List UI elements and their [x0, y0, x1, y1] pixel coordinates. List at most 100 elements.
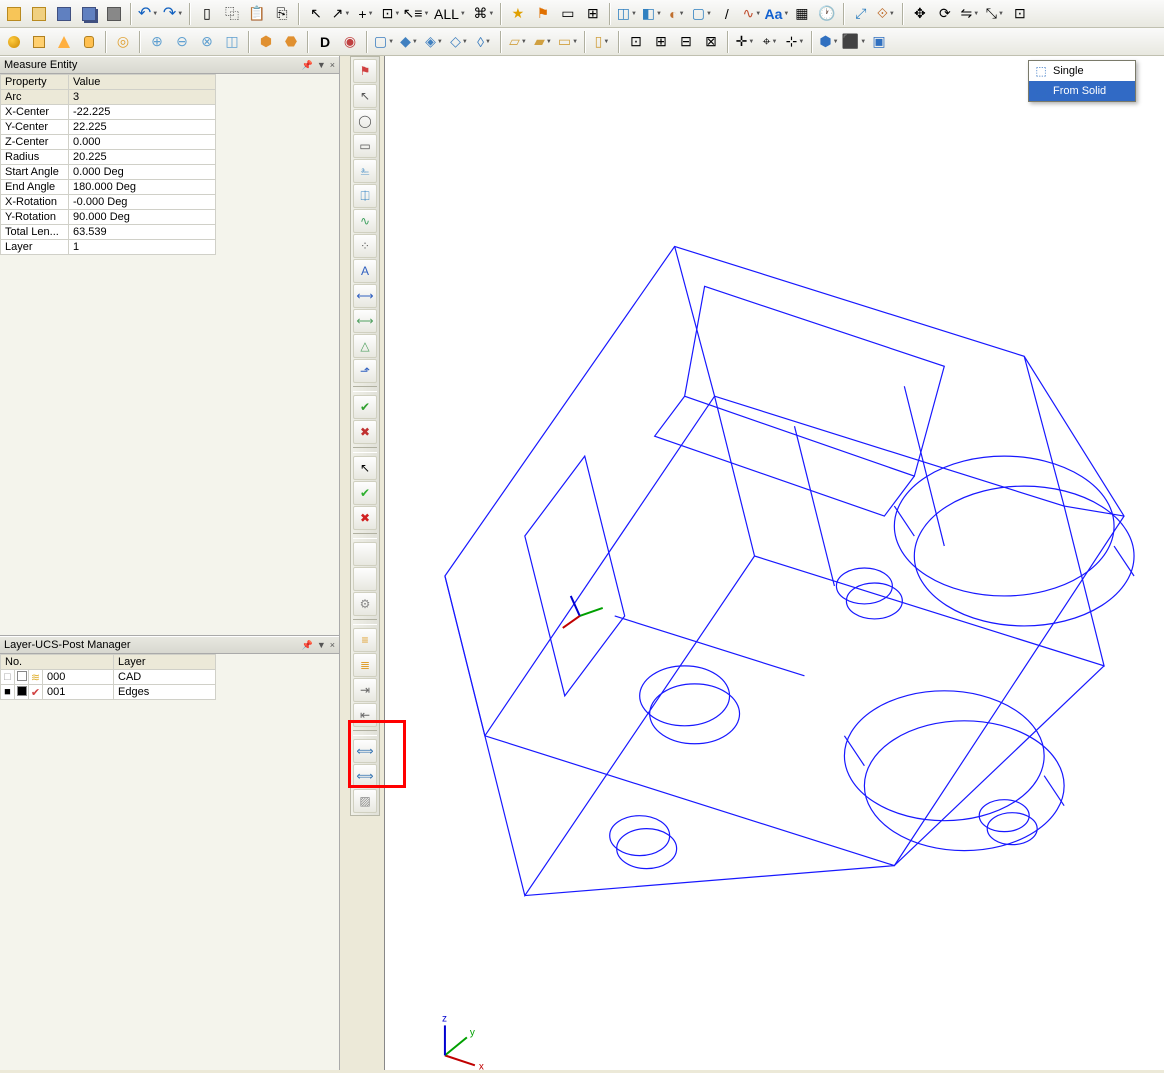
hatch-btn[interactable]: ▨	[353, 789, 377, 813]
flyout-item-from-solid[interactable]: ⬚From Solid	[1029, 81, 1135, 101]
view-cube-btn[interactable]: ⬢▼	[817, 30, 841, 54]
sel-dots-btn[interactable]: ⁘	[353, 234, 377, 258]
apply-green-btn[interactable]: ✔	[353, 395, 377, 419]
ruler1-btn[interactable]: ≡	[353, 628, 377, 652]
close-icon[interactable]: ×	[330, 640, 335, 651]
measure-row[interactable]: Y-Rotation90.000 Deg	[1, 210, 216, 225]
dropdown-icon[interactable]: ▼	[317, 60, 326, 71]
measure-row[interactable]: Start Angle0.000 Deg	[1, 165, 216, 180]
print-btn[interactable]	[102, 2, 126, 26]
time-btn[interactable]: 🕐	[815, 2, 839, 26]
star-btn[interactable]: ★	[506, 2, 530, 26]
measure-row[interactable]: Z-Center0.000	[1, 135, 216, 150]
text-btn[interactable]: Aa▼	[765, 2, 789, 26]
pointer-btn[interactable]: ↖	[353, 456, 377, 480]
layer-color-swatch[interactable]	[15, 670, 29, 685]
srf2-btn[interactable]: ▰▼	[531, 30, 555, 54]
sel-dim4-btn[interactable]: ⬏	[353, 359, 377, 383]
line2-btn[interactable]: /	[715, 2, 739, 26]
measure-row[interactable]: End Angle180.000 Deg	[1, 180, 216, 195]
sel-text-btn[interactable]: A	[353, 259, 377, 283]
measure-row[interactable]: Radius20.225	[1, 150, 216, 165]
sel-tool2-btn[interactable]: ⎅	[353, 184, 377, 208]
prim-cone-btn[interactable]	[52, 30, 76, 54]
undo-btn[interactable]: ↶▼	[136, 2, 160, 26]
dim1-btn[interactable]: ⊡	[624, 30, 648, 54]
ex1-btn[interactable]: ⤢	[849, 2, 873, 26]
close-icon[interactable]: ×	[330, 60, 335, 71]
file-new-btn[interactable]	[2, 2, 26, 26]
note-btn[interactable]: ⌘▼	[472, 2, 496, 26]
cad-viewport[interactable]: x y z	[384, 56, 1164, 1070]
paste-btn[interactable]: 📋	[245, 2, 269, 26]
rotate-btn[interactable]: ⟳	[933, 2, 957, 26]
dropdown-icon[interactable]: ▼	[317, 640, 326, 651]
file-saveall-btn[interactable]	[77, 2, 101, 26]
face5-btn[interactable]: ◊▼	[472, 30, 496, 54]
layer-checkbox[interactable]: □	[1, 670, 15, 685]
move-btn[interactable]: ✥	[908, 2, 932, 26]
blank1-btn[interactable]	[353, 542, 377, 566]
pin-icon[interactable]: 📌	[302, 60, 313, 71]
sel-tool1-btn[interactable]: ⎁	[353, 159, 377, 183]
line-toggle-btn[interactable]: ↖≡▼	[404, 2, 428, 26]
text3d-btn[interactable]: D	[313, 30, 337, 54]
arrow-btn[interactable]: ↗▼	[329, 2, 353, 26]
arrow-in-btn[interactable]: ⇥	[353, 678, 377, 702]
check-big-btn[interactable]: ✔	[353, 481, 377, 505]
dim4-btn[interactable]: ⊠	[699, 30, 723, 54]
layer-row[interactable]: ■✔001Edges	[1, 685, 216, 700]
view-ex-btn[interactable]: ▣	[867, 30, 891, 54]
extents-btn[interactable]: ⊡▼	[379, 2, 403, 26]
scale-btn[interactable]: ⤡▼	[983, 2, 1007, 26]
dim3-btn[interactable]: ⊟	[674, 30, 698, 54]
flag-btn[interactable]: ⚑	[531, 2, 555, 26]
sel-flag-btn[interactable]: ⚑	[353, 59, 377, 83]
sel-wave-btn[interactable]: ∿	[353, 209, 377, 233]
ruler2-btn[interactable]: ≣	[353, 653, 377, 677]
bookmark-btn[interactable]: ▭	[556, 2, 580, 26]
wall-btn[interactable]: ◫▼	[615, 2, 639, 26]
srf1-btn[interactable]: ▱▼	[506, 30, 530, 54]
measure-row[interactable]: Layer1	[1, 240, 216, 255]
ex2-btn[interactable]: ⟐▼	[874, 2, 898, 26]
file-save-btn[interactable]	[52, 2, 76, 26]
sel-arc-btn[interactable]: ◯	[353, 109, 377, 133]
face1-btn[interactable]: ▢▼	[372, 30, 396, 54]
flyout-item-single[interactable]: ⬚Single	[1029, 61, 1135, 81]
sel-dim3-btn[interactable]: △	[353, 334, 377, 358]
face2-btn[interactable]: ◆▼	[397, 30, 421, 54]
sel-dim1-btn[interactable]: ⟷	[353, 284, 377, 308]
view-solid-btn[interactable]: ⬛▼	[842, 30, 866, 54]
cross3-btn[interactable]: ⊹▼	[783, 30, 807, 54]
srf4-btn[interactable]: ▯▼	[590, 30, 614, 54]
arrow-out-btn[interactable]: ⇤	[353, 703, 377, 727]
redo-btn[interactable]: ↷▼	[161, 2, 185, 26]
zoom-btn[interactable]: +▼	[354, 2, 378, 26]
prim-cyl-btn[interactable]	[77, 30, 101, 54]
solid-hist-btn[interactable]: ⬢	[254, 30, 278, 54]
mirror-btn[interactable]: ⇋▼	[958, 2, 982, 26]
ex3-btn[interactable]: ⊡	[1008, 2, 1032, 26]
cross2-btn[interactable]: ⌖▼	[758, 30, 782, 54]
layer-row[interactable]: □≋000CAD	[1, 670, 216, 685]
pin-icon[interactable]: 📌	[302, 640, 313, 651]
props-btn[interactable]: ⊞	[581, 2, 605, 26]
prim-sphere-btn[interactable]	[2, 30, 26, 54]
blank2-btn[interactable]	[353, 567, 377, 591]
bool-union-btn[interactable]: ⊕	[145, 30, 169, 54]
bool-split-btn[interactable]: ◫	[220, 30, 244, 54]
sel-line-btn[interactable]: ↖	[353, 84, 377, 108]
layer-mark-icon[interactable]: ✔	[29, 685, 43, 700]
half-btn[interactable]: ◧▼	[640, 2, 664, 26]
layer-color-swatch[interactable]	[15, 685, 29, 700]
solid-rev-btn[interactable]: ⬣	[279, 30, 303, 54]
x-big-btn[interactable]: ✖	[353, 506, 377, 530]
bool-sub-btn[interactable]: ⊖	[170, 30, 194, 54]
circ-btn[interactable]: ◐▼	[665, 2, 689, 26]
wave-btn[interactable]: ∿▼	[740, 2, 764, 26]
prim-box-btn[interactable]	[27, 30, 51, 54]
file-open-btn[interactable]	[27, 2, 51, 26]
measure-row[interactable]: Total Len...63.539	[1, 225, 216, 240]
dim2-btn[interactable]: ⊞	[649, 30, 673, 54]
